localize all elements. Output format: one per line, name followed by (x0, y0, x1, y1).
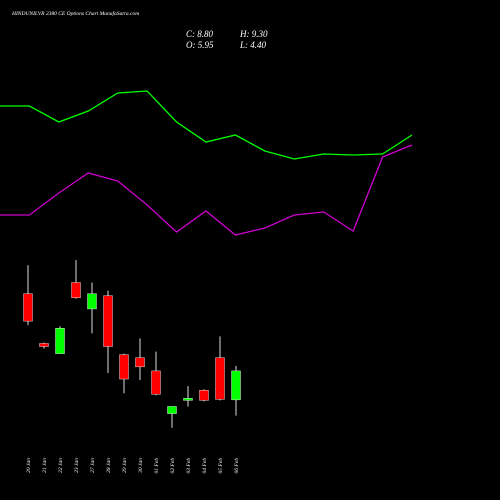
ohlc-low: L: 4.40 (239, 40, 267, 50)
x-tick-label: 20 Jan (26, 458, 32, 473)
x-tick-label: 28 Jan (106, 458, 112, 473)
candle-body (199, 390, 209, 401)
x-tick-label: 02 Feb (170, 458, 176, 474)
chart-title: HINDUNILVR 2380 CE Options Chart MunafaS… (11, 10, 139, 17)
x-tick-label: 21 Jan (42, 458, 48, 473)
x-tick-label: 23 Jan (74, 458, 80, 473)
x-tick-label: 30 Jan (138, 458, 144, 474)
x-tick-label: 06 Feb (234, 458, 240, 474)
candle-body (167, 406, 177, 414)
ohlc-close: C: 8.80 (186, 29, 214, 39)
indicator-line (0, 90, 413, 160)
candle-body (231, 370, 241, 401)
x-tick-label: 03 Feb (186, 458, 192, 474)
candle-body (151, 370, 161, 395)
x-tick-label: 29 Jan (122, 458, 128, 473)
x-tick-label: 01 Feb (154, 458, 160, 474)
candle-body (135, 357, 145, 368)
candle-body (183, 398, 193, 401)
candle-body (215, 357, 225, 400)
candle-body (23, 293, 33, 322)
x-tick-label: 04 Feb (201, 458, 208, 474)
candle-body (39, 343, 49, 347)
candle-body (87, 293, 97, 310)
x-tick-label: 22 Jan (58, 458, 64, 473)
candle-body (71, 282, 81, 298)
x-tick-label: 27 Jan (90, 458, 96, 473)
ohlc-open: O: 5.95 (186, 40, 214, 50)
x-tick-label: 05 Feb (218, 458, 224, 474)
ohlc-high: H: 9.30 (239, 29, 268, 39)
candle-body (119, 354, 129, 380)
candle-body (103, 295, 113, 347)
candle-body (55, 328, 65, 354)
indicator-line (0, 144, 413, 236)
